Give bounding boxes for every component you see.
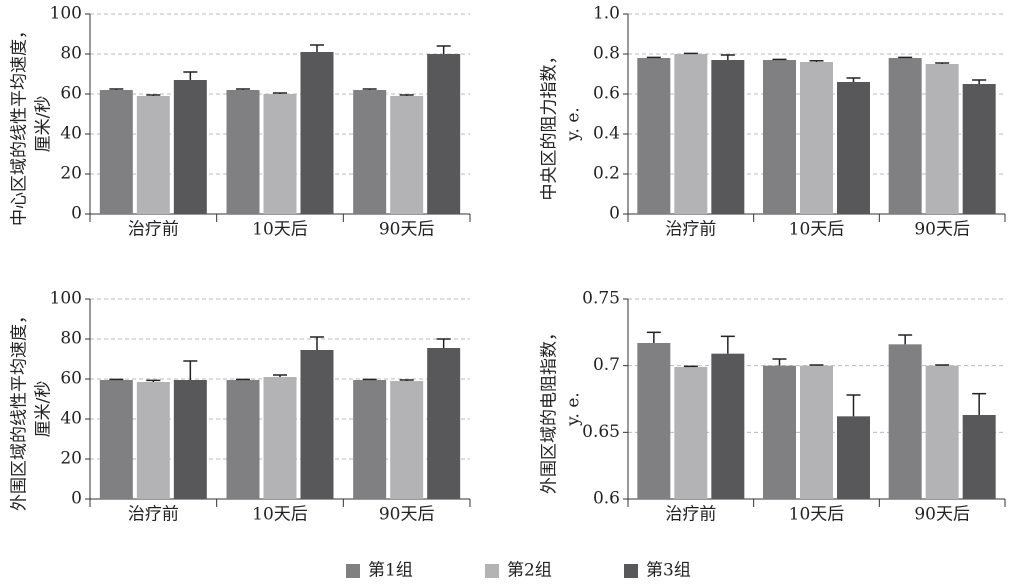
x-tick-label: 治疗前 bbox=[665, 220, 716, 240]
bar bbox=[711, 353, 745, 499]
y-tick-label: 100 bbox=[50, 4, 82, 24]
bar bbox=[637, 58, 671, 214]
bar bbox=[711, 60, 745, 214]
bar bbox=[136, 382, 170, 499]
bar bbox=[136, 96, 170, 214]
y-axis-label: 厘米/秒 bbox=[34, 381, 54, 438]
y-tick-label: 60 bbox=[60, 84, 82, 104]
x-tick-label: 90天后 bbox=[379, 505, 435, 525]
bar bbox=[390, 96, 424, 214]
bar bbox=[925, 365, 959, 499]
bar bbox=[427, 348, 461, 499]
bar bbox=[173, 380, 207, 499]
bar bbox=[300, 52, 334, 214]
bar bbox=[763, 365, 796, 499]
x-tick-label: 90天后 bbox=[914, 505, 970, 525]
x-tick-label: 10天后 bbox=[789, 220, 845, 240]
bar bbox=[226, 380, 260, 499]
bar bbox=[173, 80, 207, 214]
bar bbox=[962, 84, 996, 214]
bar bbox=[800, 62, 833, 214]
y-axis-label: y. e. bbox=[564, 392, 584, 427]
bar bbox=[800, 365, 833, 499]
x-tick-label: 90天后 bbox=[379, 220, 435, 240]
x-tick-label: 治疗前 bbox=[128, 505, 179, 525]
legend-label: 第1组 bbox=[368, 561, 413, 581]
bar bbox=[427, 54, 461, 214]
y-tick-label: 80 bbox=[60, 44, 82, 64]
bar bbox=[353, 90, 387, 214]
y-axis-label: 外围区域的电阻指数， bbox=[540, 324, 560, 494]
y-axis-label: 中心区域的线性平均速度， bbox=[10, 22, 30, 226]
x-tick-label: 10天后 bbox=[252, 220, 308, 240]
x-tick-label: 10天后 bbox=[789, 505, 845, 525]
bar bbox=[263, 94, 297, 214]
x-tick-label: 90天后 bbox=[914, 220, 970, 240]
bar bbox=[300, 350, 334, 499]
bar bbox=[99, 90, 133, 214]
bar bbox=[99, 380, 133, 499]
legend-swatch bbox=[485, 564, 499, 578]
legend-label: 第3组 bbox=[646, 561, 691, 581]
y-axis-label: y. e. bbox=[564, 107, 584, 142]
y-tick-label: 20 bbox=[60, 164, 82, 184]
y-tick-label: 1.0 bbox=[593, 4, 620, 24]
legend-swatch bbox=[624, 564, 638, 578]
y-tick-label: 0.8 bbox=[593, 44, 620, 64]
y-tick-label: 0 bbox=[609, 204, 620, 224]
y-tick-label: 100 bbox=[50, 289, 82, 309]
y-tick-label: 0 bbox=[71, 204, 82, 224]
y-tick-label: 0.4 bbox=[593, 124, 620, 144]
y-tick-label: 0.6 bbox=[593, 489, 620, 509]
x-tick-label: 10天后 bbox=[252, 505, 308, 525]
y-tick-label: 80 bbox=[60, 329, 82, 349]
bar bbox=[888, 58, 922, 214]
bar bbox=[674, 367, 708, 499]
bar bbox=[763, 60, 796, 214]
y-tick-label: 0.7 bbox=[593, 355, 620, 375]
y-tick-label: 40 bbox=[60, 124, 82, 144]
y-tick-label: 60 bbox=[60, 369, 82, 389]
bar bbox=[837, 416, 870, 499]
y-tick-label: 0.2 bbox=[593, 164, 620, 184]
y-tick-label: 0 bbox=[71, 489, 82, 509]
y-axis-label: 中央区的阻力指数， bbox=[540, 48, 560, 201]
y-axis-label: 厘米/秒 bbox=[34, 96, 54, 153]
y-tick-label: 20 bbox=[60, 449, 82, 469]
bar bbox=[962, 415, 996, 499]
legend-label: 第2组 bbox=[507, 561, 552, 581]
bar bbox=[637, 343, 671, 499]
bar bbox=[925, 64, 959, 214]
bar bbox=[353, 380, 387, 499]
y-tick-label: 0.75 bbox=[582, 289, 620, 309]
y-tick-label: 40 bbox=[60, 409, 82, 429]
bar bbox=[390, 381, 424, 499]
y-tick-label: 0.65 bbox=[582, 422, 620, 442]
x-tick-label: 治疗前 bbox=[128, 220, 179, 240]
bar bbox=[263, 377, 297, 499]
y-axis-label: 外围区域的线性平均速度， bbox=[10, 307, 30, 511]
x-tick-label: 治疗前 bbox=[665, 505, 716, 525]
bar bbox=[888, 344, 922, 499]
bar bbox=[226, 90, 260, 214]
legend-swatch bbox=[346, 564, 360, 578]
bar bbox=[837, 82, 870, 214]
y-tick-label: 0.6 bbox=[593, 84, 620, 104]
bar bbox=[674, 54, 708, 214]
